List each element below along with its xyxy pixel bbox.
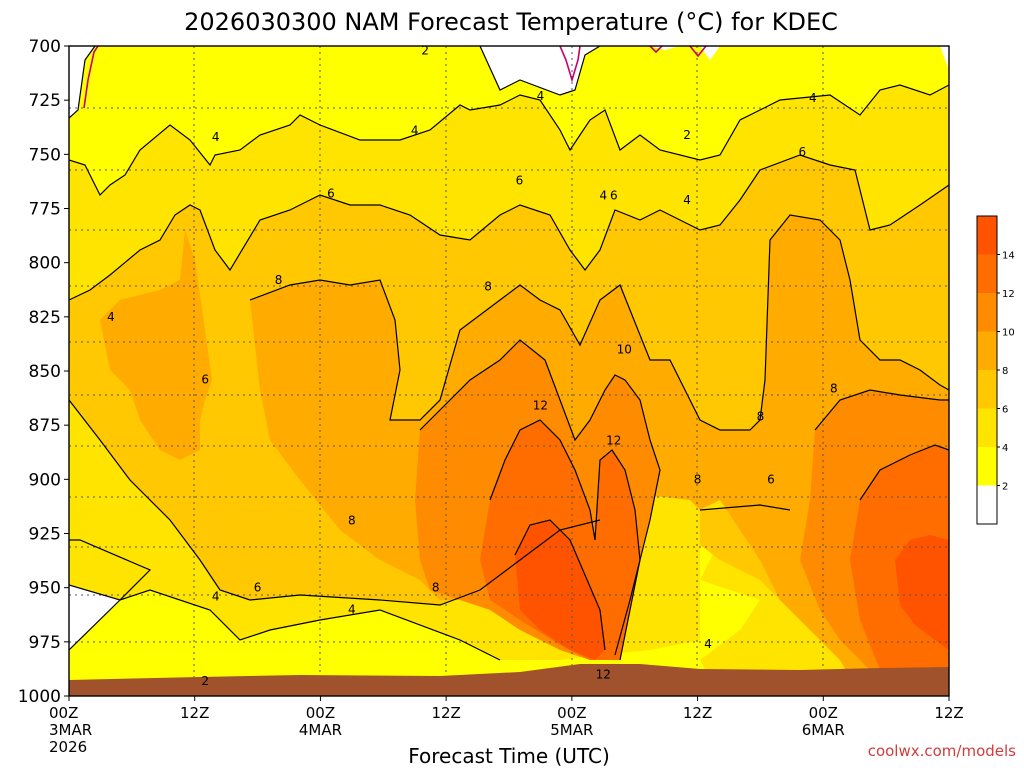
x-tick-label: 00Z xyxy=(49,704,78,722)
colorbar-tick-label: 12 xyxy=(1002,289,1015,300)
colorbar-segment xyxy=(977,370,997,409)
contour-label: 4 xyxy=(411,124,419,138)
contour-label: 8 xyxy=(484,280,492,294)
contour-label: 2 xyxy=(201,674,209,688)
x-tick-label: 12Z xyxy=(934,704,963,722)
colorbar-segment xyxy=(977,408,997,447)
y-tick-label: 1000 xyxy=(18,687,61,707)
contour-label: 8 xyxy=(348,514,356,528)
contour-label: 6 xyxy=(767,472,775,486)
colorbar-segment xyxy=(977,331,997,370)
y-tick-label: 950 xyxy=(29,579,61,599)
contour-label: 12 xyxy=(533,399,548,413)
x-tick-label: 6MAR xyxy=(802,721,845,739)
x-tick-label: 3MAR xyxy=(49,721,92,739)
colorbar-segment xyxy=(977,447,997,486)
contour-label: 4 xyxy=(599,189,607,203)
colorbar-segment xyxy=(977,254,997,293)
contour-label: 12 xyxy=(606,433,621,447)
x-tick-label: 4MAR xyxy=(299,721,342,739)
x-tick-label: 5MAR xyxy=(550,721,593,739)
colorbar-segment xyxy=(977,293,997,332)
contour-label: 8 xyxy=(432,581,440,595)
colorbar-segment xyxy=(977,485,997,524)
contour-label: 2 xyxy=(683,128,691,142)
contour-label: 8 xyxy=(757,410,765,424)
grid-lines xyxy=(69,46,949,696)
contour-label: 10 xyxy=(617,342,632,356)
x-tick-label: 00Z xyxy=(306,704,335,722)
contour-label: 4 xyxy=(212,130,220,144)
y-tick-label: 850 xyxy=(29,362,61,382)
contour-label: 4 xyxy=(537,89,545,103)
y-tick-label: 800 xyxy=(29,254,61,274)
y-tick-label: 925 xyxy=(29,525,61,545)
y-tick-label: 975 xyxy=(29,633,61,653)
contour-label: 4 xyxy=(809,91,817,105)
chart-title: 2026030300 NAM Forecast Temperature (°C)… xyxy=(184,8,838,36)
band-14-16 xyxy=(515,520,949,660)
colorbar-tick-label: 4 xyxy=(1002,443,1008,454)
contour-fill-area xyxy=(69,46,949,696)
x-tick-label: 12Z xyxy=(180,704,209,722)
colorbar-tick-label: 6 xyxy=(1002,405,1008,416)
y-tick-label: 825 xyxy=(29,308,61,328)
contour-label: 6 xyxy=(516,173,524,187)
ground-surface xyxy=(69,664,949,696)
zero-degree-contour xyxy=(83,46,707,109)
contour-label: 4 xyxy=(212,589,220,603)
colorbar-tick-label: 14 xyxy=(1002,251,1015,262)
contour-label: 4 xyxy=(683,193,691,207)
x-tick-label: 12Z xyxy=(431,704,460,722)
x-tick-label: 12Z xyxy=(683,704,712,722)
contour-label: 6 xyxy=(201,373,209,387)
colorbar-segment xyxy=(977,216,997,255)
colorbar-tick-label: 8 xyxy=(1002,366,1008,377)
contour-label: 8 xyxy=(830,381,838,395)
contour-label: 6 xyxy=(610,189,618,203)
contour-label: 8 xyxy=(275,273,283,287)
contour-label: 2 xyxy=(421,43,429,57)
contour-label: 4 xyxy=(704,637,712,651)
y-axis: 700 725 750 775 800 825 850 875 900 925 950 975 1000 xyxy=(18,37,69,707)
contour-label: 12 xyxy=(596,667,611,681)
contour-label: 4 xyxy=(107,310,115,324)
x-tick-label: 2026 xyxy=(49,738,87,756)
contour-label: 6 xyxy=(327,186,335,200)
x-axis-label: Forecast Time (UTC) xyxy=(408,744,610,768)
y-tick-label: 900 xyxy=(29,470,61,490)
y-tick-label: 875 xyxy=(29,416,61,436)
contour-label: 4 xyxy=(348,602,356,616)
x-tick-label: 00Z xyxy=(557,704,586,722)
credit-text: coolwx.com/models xyxy=(868,742,1016,760)
contour-label: 6 xyxy=(799,145,807,159)
x-tick-label: 00Z xyxy=(809,704,838,722)
y-tick-label: 775 xyxy=(29,200,61,220)
colorbar-tick-label: 2 xyxy=(1002,482,1008,493)
colorbar: 2 4 6 8 10 12 14 xyxy=(976,215,1015,525)
y-tick-label: 700 xyxy=(29,37,61,57)
y-tick-label: 750 xyxy=(29,145,61,165)
contour-lines xyxy=(69,46,949,661)
y-tick-label: 725 xyxy=(29,91,61,111)
contour-label: 8 xyxy=(694,472,702,486)
contour-label: 6 xyxy=(254,581,262,595)
colorbar-tick-label: 10 xyxy=(1002,328,1015,339)
